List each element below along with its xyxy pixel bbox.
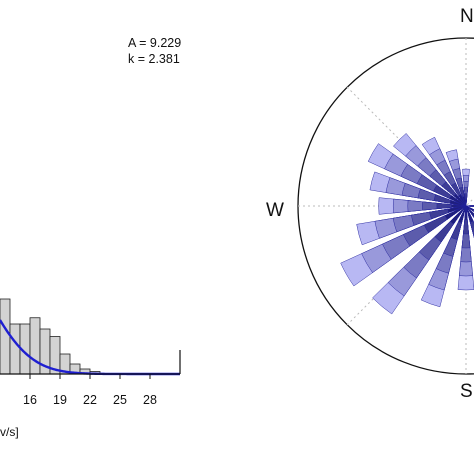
wind-rose-petal bbox=[465, 205, 474, 217]
wind-rose-petal bbox=[447, 205, 467, 213]
wind-rose-petal bbox=[465, 205, 474, 223]
wind-rose-petal bbox=[450, 205, 467, 225]
wind-rose-label-west: W bbox=[266, 200, 284, 221]
histogram-x-tick-label: 25 bbox=[113, 393, 127, 407]
histogram-x-tick-label: 28 bbox=[143, 393, 157, 407]
histogram-bar bbox=[9, 323, 21, 375]
histogram-x-tick-label: 19 bbox=[53, 393, 67, 407]
wind-rose-petal bbox=[462, 196, 467, 207]
weibull-histogram-panel: 16 19 22 25 28 A = 9.229 k = 2.381 v/s] bbox=[0, 36, 181, 439]
wind-rose-petal bbox=[464, 205, 468, 221]
wind-rose-petal bbox=[465, 199, 467, 207]
wind-rose-petal bbox=[458, 194, 467, 207]
wind-rose-panel: N W S bbox=[266, 6, 474, 402]
histogram-bar bbox=[29, 317, 41, 375]
wind-rose-petal bbox=[458, 205, 467, 224]
wind-rose-petal bbox=[449, 200, 467, 207]
histogram-bars bbox=[0, 298, 101, 375]
wind-rose-petal bbox=[465, 205, 471, 207]
weibull-annotation-a: A = 9.229 bbox=[128, 36, 181, 50]
wind-rose-petal bbox=[451, 204, 467, 208]
histogram-x-ticks: 16 19 22 25 28 bbox=[23, 374, 157, 407]
wind-rose-label-south: S bbox=[460, 381, 473, 402]
weibull-annotation-k: k = 2.381 bbox=[128, 52, 180, 66]
wind-rose-petal bbox=[449, 195, 467, 207]
wind-rose-petal bbox=[444, 205, 467, 220]
histogram-x-tick-label: 16 bbox=[23, 393, 37, 407]
histogram-x-axis-label: v/s] bbox=[0, 425, 19, 439]
wind-rose-label-north: N bbox=[460, 6, 474, 27]
histogram-bar bbox=[0, 298, 11, 375]
histogram-x-tick-label: 22 bbox=[83, 393, 97, 407]
wind-rose-petal bbox=[453, 193, 467, 207]
wind-rose-petals bbox=[340, 133, 474, 315]
